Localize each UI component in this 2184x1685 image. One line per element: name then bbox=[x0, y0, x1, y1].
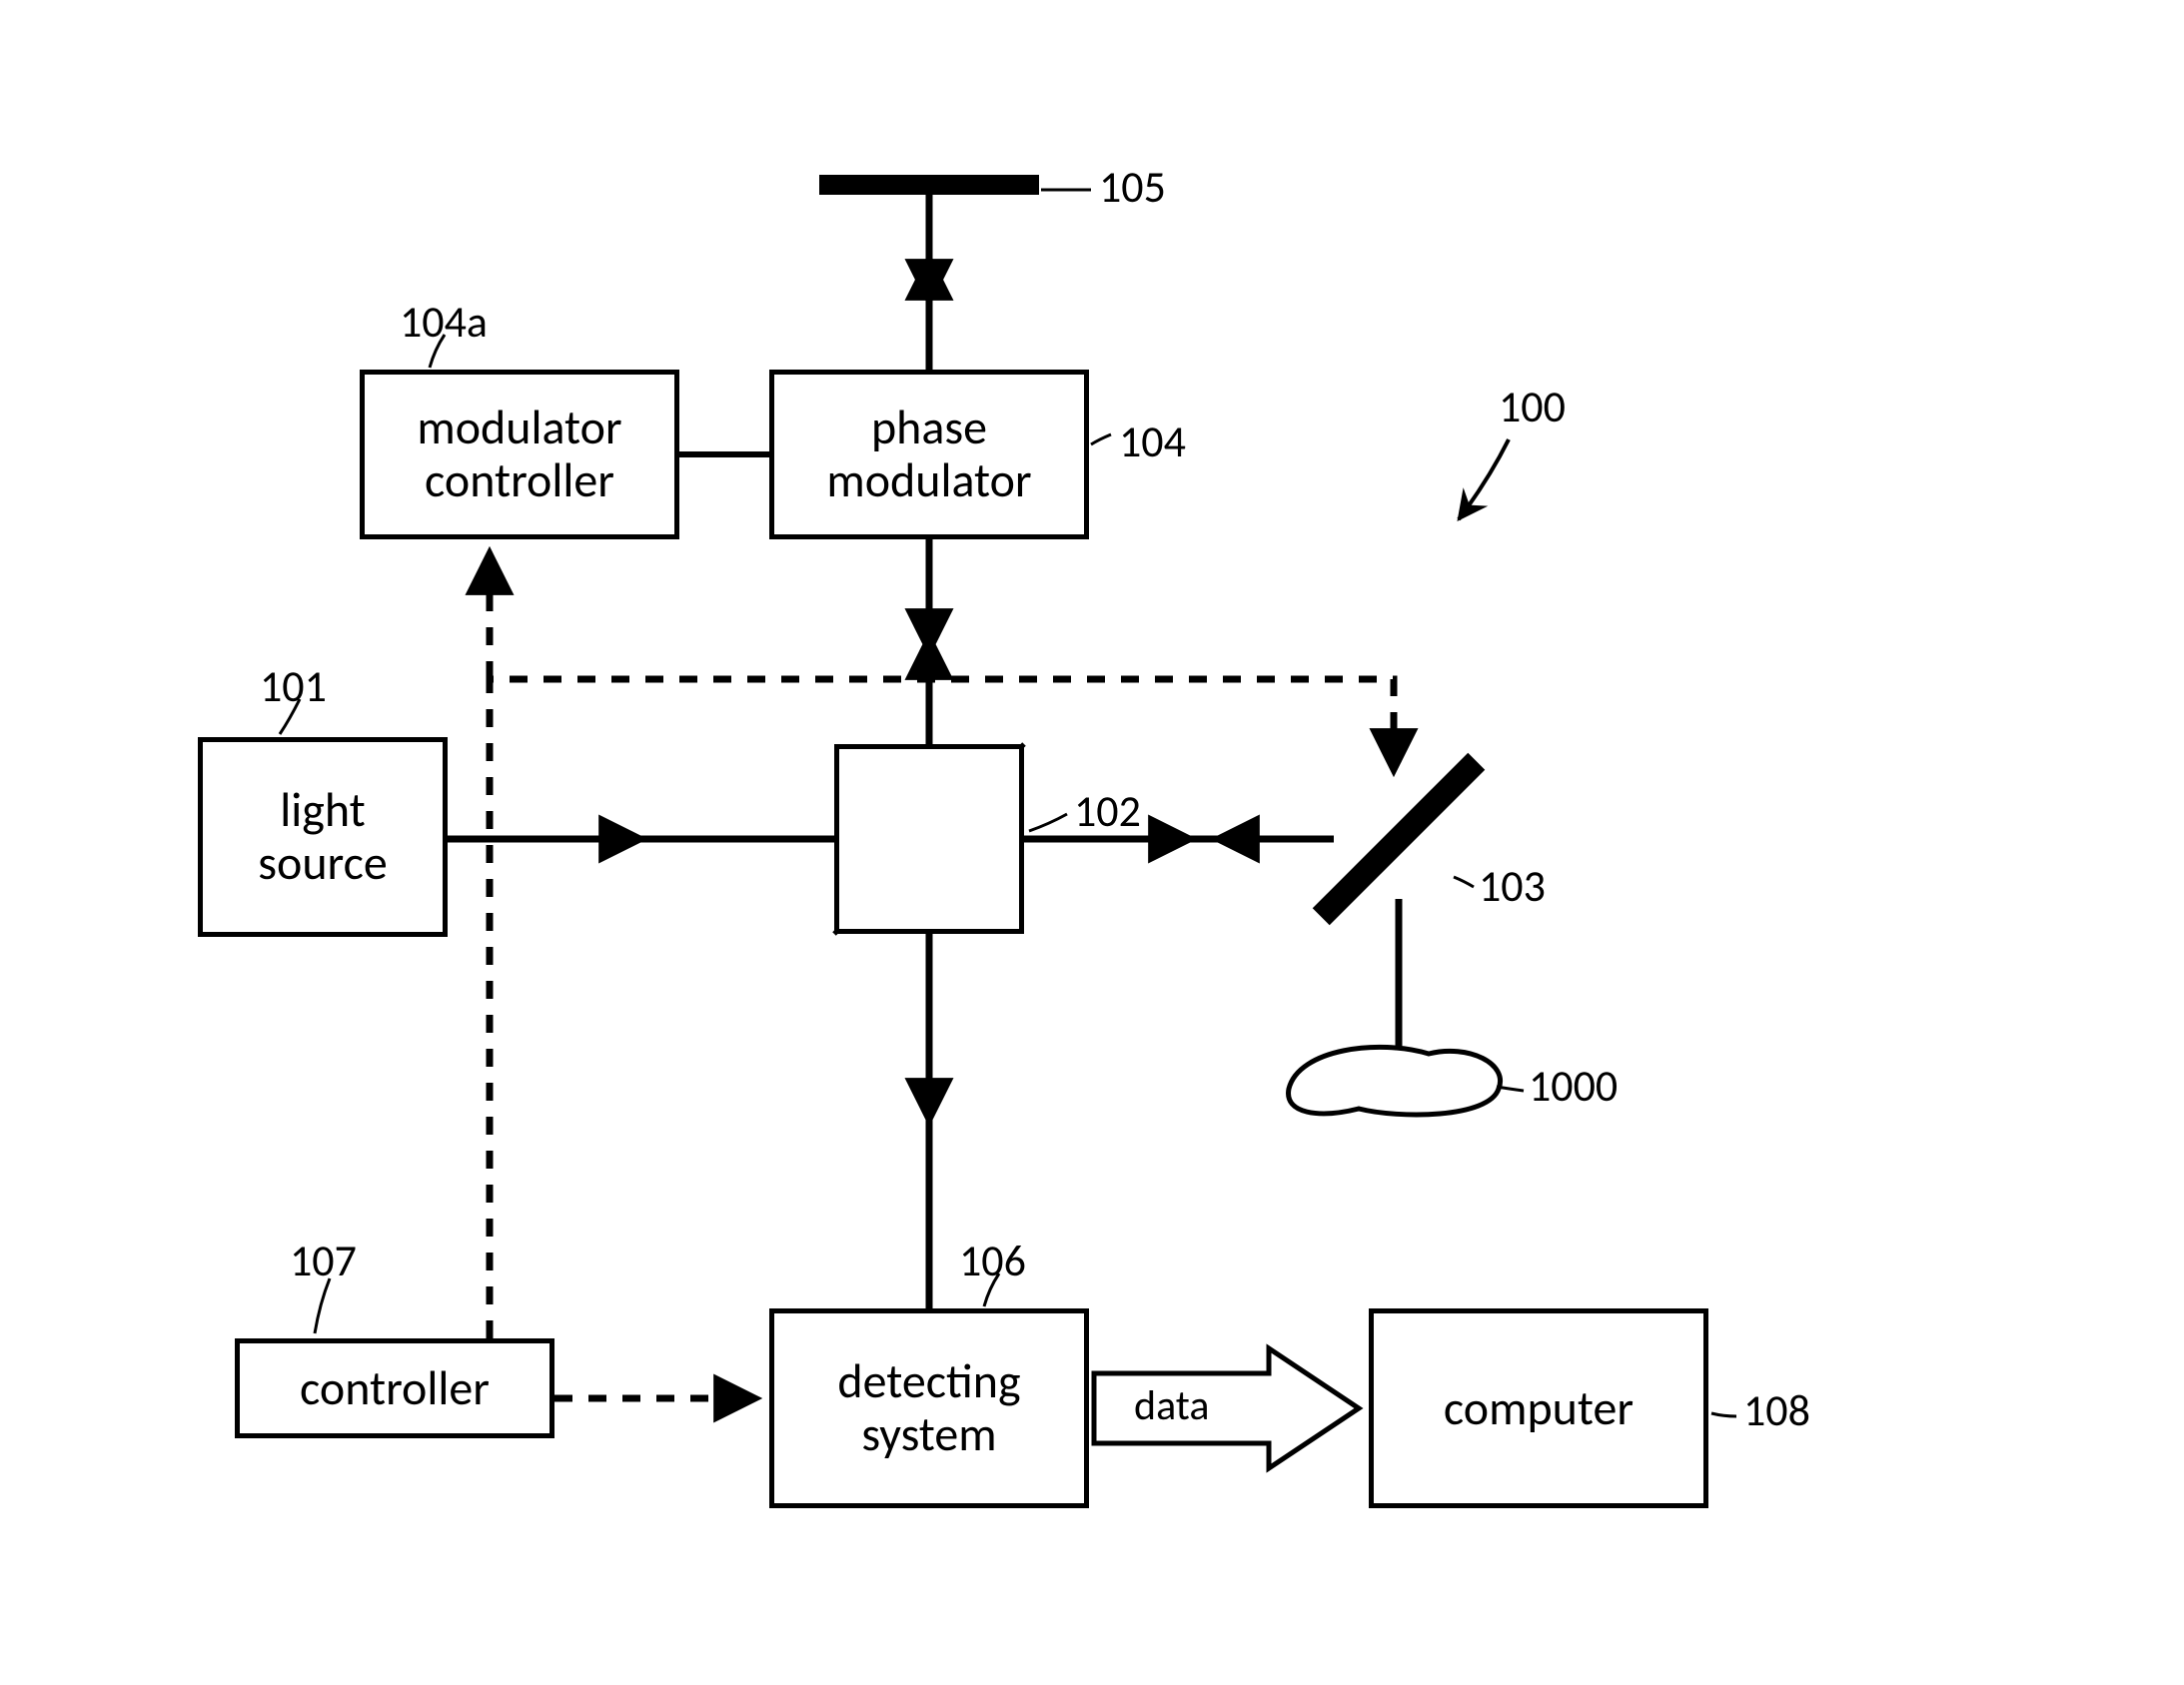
controller-box: controller bbox=[235, 1338, 554, 1438]
computer-label: computer bbox=[1444, 1382, 1634, 1435]
detecting-system-box: detectingsystem bbox=[769, 1308, 1089, 1508]
ref-104a: 104a bbox=[400, 295, 488, 349]
mirror-top bbox=[819, 175, 1039, 195]
phase-modulator-label: phasemodulator bbox=[826, 402, 1031, 507]
system-ref-arrow bbox=[1459, 439, 1509, 519]
modulator-controller-label: modulatorcontroller bbox=[417, 402, 621, 507]
ref-101: 101 bbox=[260, 659, 327, 713]
ref-104: 104 bbox=[1119, 415, 1186, 468]
ref-106: 106 bbox=[959, 1234, 1026, 1287]
controller-label: controller bbox=[300, 1362, 490, 1415]
light-source-label: lightsource bbox=[258, 784, 388, 890]
detecting-system-label: detectingsystem bbox=[837, 1355, 1020, 1461]
ref-108: 108 bbox=[1743, 1383, 1810, 1437]
beam-splitter-box bbox=[834, 744, 1024, 934]
light-source-box: lightsource bbox=[198, 737, 448, 937]
ref-1000: 1000 bbox=[1529, 1059, 1618, 1113]
phase-modulator-box: phasemodulator bbox=[769, 370, 1089, 539]
modulator-controller-box: modulatorcontroller bbox=[360, 370, 679, 539]
ref-100: 100 bbox=[1499, 380, 1566, 433]
ref-105: 105 bbox=[1099, 160, 1166, 214]
ref-107: 107 bbox=[290, 1234, 357, 1287]
data-arrow-label: data bbox=[1134, 1380, 1209, 1431]
ref-103: 103 bbox=[1479, 859, 1546, 913]
computer-box: computer bbox=[1369, 1308, 1708, 1508]
ref-102: 102 bbox=[1074, 784, 1141, 838]
sample-blob bbox=[1289, 1047, 1501, 1115]
